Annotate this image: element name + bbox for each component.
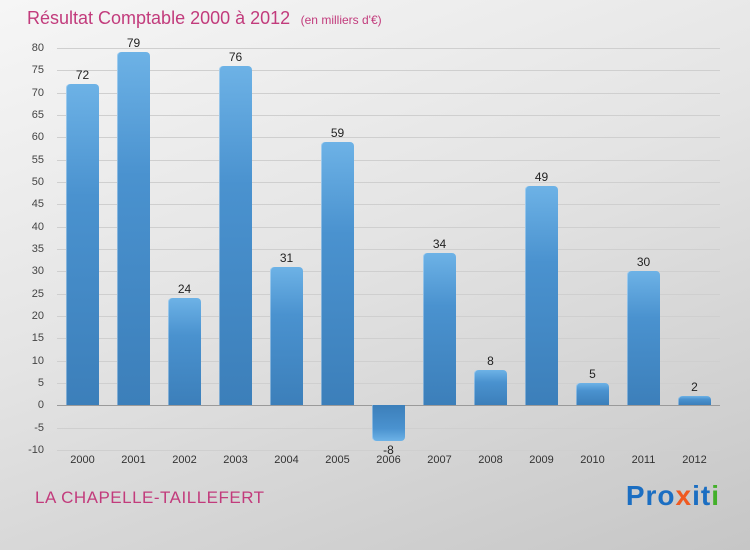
gridline: [57, 293, 720, 295]
proxiti-logo: Proxiti: [626, 480, 720, 512]
bar-value-label: 59: [330, 125, 345, 140]
bar-2006: [371, 405, 406, 442]
y-tick-label: 60: [31, 131, 44, 144]
bar-value-label: 5: [589, 367, 596, 381]
x-tick-label: 2008: [478, 454, 503, 466]
gridline: [57, 360, 720, 362]
bar-2009: [524, 186, 559, 406]
bar-value-label: 30: [636, 255, 651, 270]
x-tick-label: 2003: [223, 454, 248, 466]
bar-2001: [116, 52, 151, 406]
gridline: [57, 137, 720, 139]
gridline: [57, 271, 720, 273]
bar-value-label: 31: [279, 250, 294, 265]
y-tick-label: 40: [31, 220, 44, 233]
gridline: [57, 316, 720, 317]
x-axis: 2000 2001 2002 2003 2004 2005 2006 2007 2008 2009…: [57, 454, 720, 470]
logo-letter: x: [675, 480, 693, 511]
gridline: [57, 115, 720, 116]
gridline: [57, 92, 720, 94]
bar-2002: [167, 298, 202, 406]
x-tick-label: 2009: [529, 454, 554, 466]
y-tick-label: 35: [31, 243, 44, 255]
y-tick-label: 55: [31, 153, 44, 166]
logo-letter: o: [657, 480, 676, 511]
commune-name: LA CHAPELLE-TAILLEFERT: [35, 488, 265, 507]
x-tick-label: 2004: [274, 454, 299, 466]
gridline: [57, 383, 720, 384]
bar-2000: [65, 83, 100, 406]
x-tick-label: 2002: [172, 454, 197, 466]
x-tick-label: 2010: [580, 454, 605, 466]
chart-header: Résultat Comptable 2000 à 2012 (en milli…: [27, 8, 382, 29]
y-tick-label: 30: [31, 265, 44, 278]
bar-value-label: 8: [487, 353, 494, 368]
x-tick-label: 2006: [376, 454, 401, 466]
bar-2008: [473, 369, 508, 406]
bar-2004: [269, 266, 304, 406]
y-tick-label: -10: [28, 444, 44, 456]
y-tick-label: 70: [31, 86, 44, 99]
bar-value-label: -8: [383, 443, 394, 458]
bar-2011: [626, 271, 661, 406]
y-tick-label: 10: [31, 354, 44, 367]
x-tick-label: 2007: [427, 454, 452, 466]
page-title: Résultat Comptable 2000 à 2012: [27, 8, 291, 28]
logo-letter: i: [711, 480, 720, 511]
bar-value-label: 24: [177, 282, 192, 297]
y-tick-label: 50: [31, 176, 44, 188]
y-tick-label: -5: [34, 421, 44, 434]
bar-2005: [320, 141, 355, 406]
x-tick-label: 2012: [682, 454, 707, 466]
x-tick-label: 2001: [121, 454, 146, 466]
gridline: [57, 48, 720, 49]
logo-letter: r: [645, 480, 658, 511]
gridline: [57, 249, 720, 250]
bar-value-label: 76: [228, 49, 243, 64]
logo-letter: t: [700, 480, 712, 511]
bar-value-label: 34: [432, 237, 447, 252]
gridline: [57, 182, 720, 183]
bar-value-label: 49: [534, 170, 549, 185]
y-tick-label: 65: [31, 109, 44, 121]
y-tick-label: 15: [31, 332, 44, 345]
x-tick-label: 2011: [631, 454, 656, 466]
gridline: [57, 204, 720, 206]
x-tick-label: 2005: [325, 454, 350, 466]
gridline: [57, 226, 720, 228]
page-subtitle: (en milliers d'€): [300, 13, 382, 27]
gridline: [57, 159, 720, 161]
bar-value-label: 2: [691, 380, 698, 395]
gridline: [57, 70, 720, 72]
bar-2003: [218, 65, 253, 406]
bar-2012: [677, 396, 712, 406]
y-tick-label: 25: [31, 287, 44, 300]
bar-value-label: 79: [126, 36, 141, 51]
logo-letter: i: [692, 480, 701, 511]
x-tick-label: 2000: [70, 454, 95, 466]
bar-value-label: 72: [75, 67, 90, 82]
y-tick-label: 75: [31, 64, 44, 77]
gridline: [57, 450, 720, 451]
y-tick-label: 20: [31, 310, 44, 322]
y-tick-label: 80: [31, 42, 44, 54]
bar-2007: [422, 253, 457, 406]
y-tick-label: 45: [31, 198, 44, 211]
y-tick-label: 0: [37, 399, 44, 412]
logo-letter: P: [625, 480, 646, 511]
y-tick-label: 5: [37, 377, 44, 389]
bar-2010: [575, 383, 610, 406]
gridline: [57, 338, 720, 340]
y-axis: -10 -5 0 5 10 15 20 25 30 35 40 45 50 55 60 65 70 75 80: [0, 42, 50, 456]
chart-plot: 72 79 24 76 31 59 -8 34 8 49 5 30 2: [57, 36, 720, 457]
